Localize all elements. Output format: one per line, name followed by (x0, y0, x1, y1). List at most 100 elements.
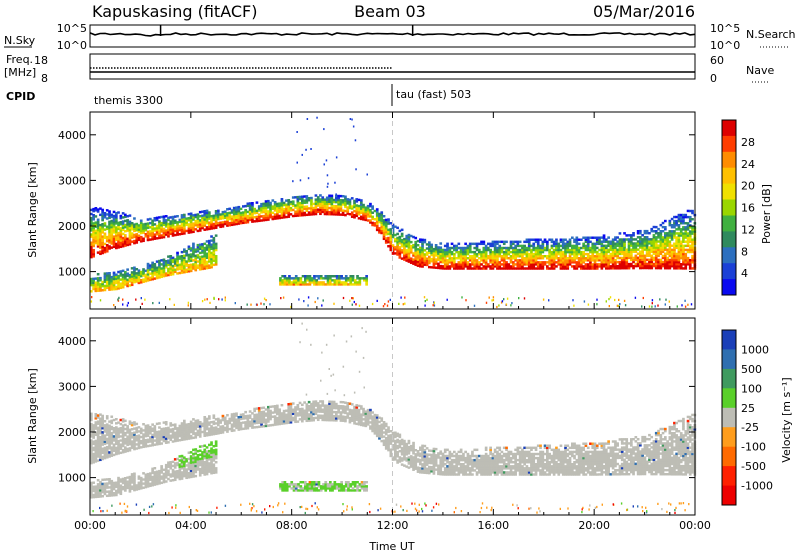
echo-cell (90, 249, 93, 253)
echo-cell (121, 220, 125, 223)
echo-cell (285, 205, 288, 208)
echo-cell (212, 224, 216, 228)
echo-cell (512, 250, 515, 254)
echo-cell (117, 274, 120, 278)
echo-cell (571, 257, 574, 260)
echo-cell (167, 430, 170, 434)
echo-cell (679, 213, 683, 217)
speckle-cell (306, 118, 309, 120)
echo-cell (133, 217, 136, 220)
echo-cell (650, 264, 654, 268)
echo-cell (133, 229, 136, 233)
echo-cell (183, 254, 186, 258)
echo-cell (493, 265, 497, 268)
echo-cell (661, 230, 665, 233)
echo-cell (310, 402, 313, 406)
echo-cell (627, 252, 631, 256)
echo-cell (645, 238, 649, 241)
echo-cell (276, 204, 279, 208)
echo-cell (525, 263, 529, 266)
echo-cell (439, 258, 443, 262)
echo-cell (103, 454, 107, 458)
clutter-cell (424, 304, 426, 307)
echo-cell (183, 423, 186, 427)
echo-cell (117, 221, 120, 225)
echo-cell (119, 429, 123, 432)
echo-cell (196, 215, 200, 218)
echo-cell (550, 240, 554, 244)
echo-cell (355, 406, 359, 409)
echo-cell (305, 195, 309, 198)
echo-cell (355, 422, 359, 426)
echo-cell (232, 217, 236, 220)
echo-cell (391, 225, 395, 229)
echo-cell (251, 208, 254, 211)
echo-cell (194, 260, 198, 264)
echo-cell (223, 222, 227, 226)
echo-cell (357, 404, 361, 408)
echo-cell (285, 215, 288, 219)
echo-cell (214, 210, 218, 213)
echo-cell (319, 275, 323, 278)
echo-cell (478, 257, 481, 260)
echo-cell (516, 248, 520, 252)
clutter-cell (349, 299, 351, 302)
echo-cell (135, 272, 139, 275)
echo-cell (382, 441, 386, 444)
echo-cell (525, 261, 529, 264)
echo-cell (101, 235, 104, 238)
echo-cell (151, 269, 154, 273)
echo-cell (160, 436, 163, 439)
echo-cell (670, 217, 674, 221)
echo-cell (319, 404, 322, 407)
echo-cell (196, 217, 200, 220)
echo-cell (198, 219, 202, 222)
echo-cell (677, 242, 681, 245)
echo-cell (527, 240, 531, 244)
echo-cell (620, 238, 624, 241)
echo-cell (115, 452, 118, 456)
echo-cell (164, 223, 168, 226)
echo-cell (691, 261, 694, 264)
echo-cell (419, 256, 422, 260)
echo-cell (412, 252, 415, 255)
clutter-cell (651, 299, 654, 302)
echo-cell (527, 263, 531, 266)
echo-cell (611, 248, 615, 252)
echo-cell (289, 209, 293, 212)
echo-cell (319, 416, 322, 420)
echo-cell (203, 222, 207, 225)
echo-cell (423, 249, 427, 252)
echo-cell (462, 257, 465, 260)
echo-cell (119, 237, 123, 240)
echo-cell (230, 223, 234, 227)
echo-cell (366, 211, 370, 214)
echo-cell (620, 262, 624, 266)
echo-cell (137, 228, 141, 231)
speckle-cell (301, 153, 303, 156)
echo-cell (691, 257, 694, 260)
echo-cell (142, 437, 145, 440)
echo-cell (595, 252, 599, 256)
echo-cell (478, 242, 481, 246)
echo-cell (310, 404, 313, 408)
echo-cell (90, 281, 93, 285)
echo-cell (280, 420, 284, 423)
echo-cell (616, 242, 619, 245)
echo-cell (337, 415, 340, 418)
echo-cell (627, 254, 631, 258)
echo-cell (353, 422, 356, 425)
echo-cell (90, 245, 93, 249)
echo-cell (498, 267, 502, 270)
echo-cell (99, 250, 102, 253)
echo-cell (94, 423, 98, 426)
echo-cell (509, 246, 513, 250)
echo-cell (92, 424, 95, 427)
echo-cell (105, 225, 109, 228)
echo-cell (373, 422, 377, 425)
echo-cell (552, 244, 556, 248)
clutter-cell (221, 298, 223, 301)
echo-cell (92, 248, 95, 252)
echo-cell (609, 242, 613, 245)
echo-cell (500, 240, 504, 244)
